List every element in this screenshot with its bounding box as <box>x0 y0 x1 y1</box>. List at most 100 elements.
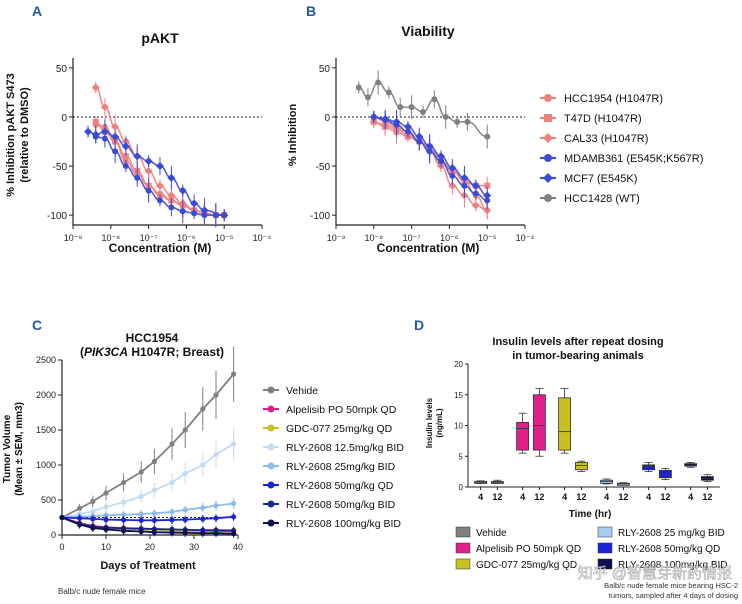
panel-c-legend: Vehide Alpelisib PO 50mpk QD GDC-077 25mg/… <box>263 385 404 530</box>
data-point <box>375 79 382 86</box>
data-point <box>167 173 176 182</box>
data-point <box>103 526 109 533</box>
y-tick-label: 15 <box>454 391 463 400</box>
panel-c-title-paren: ( <box>80 345 84 359</box>
data-point <box>169 517 175 523</box>
x-tick-label: 10⁻⁴ <box>253 233 272 243</box>
data-point <box>92 118 99 125</box>
data-point <box>169 441 175 447</box>
x-tick-label: 10 <box>101 542 111 552</box>
legend-label: HCC1954 (H1047R) <box>564 93 663 105</box>
data-point <box>231 531 237 537</box>
data-point <box>437 152 446 161</box>
y-tick-label: 0 <box>51 530 56 540</box>
x-tick-label: 12 <box>576 492 586 502</box>
x-tick-label: 12 <box>660 492 670 502</box>
x-tick-label: 0 <box>59 542 64 552</box>
panel-d-ylabel-2: (ng/mL) <box>435 408 444 438</box>
data-point <box>213 515 219 521</box>
data-point <box>144 157 153 166</box>
panel-c-plot: 0 500 1000 1500 2000 2500 0 10 20 30 40 <box>36 346 243 552</box>
data-point <box>103 490 109 496</box>
y-tick-label: 0 <box>61 113 67 124</box>
panel-b-plot: 50 0 -50 -100 10⁻⁹ 10⁻⁸ 10⁻⁷ 10⁻⁶ 10⁻⁵ 10⁻⁴ <box>310 58 534 243</box>
series-line <box>61 373 235 519</box>
data-point <box>151 517 157 523</box>
x-tick-label: 10⁻⁸ <box>102 233 121 243</box>
data-point <box>145 187 152 194</box>
data-point <box>121 528 127 534</box>
panel-d-title-2: in tumor-bearing animals <box>512 350 643 362</box>
legend-label: T47D (H1047R) <box>564 113 642 125</box>
data-point <box>472 190 479 197</box>
panel-c-ylabel-1: Tumor Volume <box>2 414 13 483</box>
data-point <box>415 132 424 141</box>
legend-marker <box>267 500 275 508</box>
legend-swatch <box>597 526 613 538</box>
x-tick-label: 10⁻⁶ <box>177 233 196 243</box>
data-point <box>134 174 141 181</box>
panel-d-footnote-1: Balb/c nude female mice bearing HSC-2 <box>604 581 738 590</box>
panel-b: Viability Concentration (M) % Inhibition… <box>287 23 703 255</box>
panel-c-footnote: Balb/c nude female mice <box>58 587 146 596</box>
y-tick-label: 50 <box>319 64 331 75</box>
data-point <box>182 470 188 476</box>
legend-marker <box>267 424 275 432</box>
box <box>558 397 571 451</box>
x-tick-label: 4 <box>520 492 525 502</box>
panel-letter-b: B <box>306 3 316 19</box>
legend-label: RLY-2608 25 mg/kg BID <box>618 528 725 539</box>
data-point <box>138 469 144 475</box>
data-point <box>213 392 219 398</box>
data-point <box>121 512 127 518</box>
y-tick-label: 10 <box>454 422 463 431</box>
panel-a-xlabel: Concentration (M) <box>109 241 212 255</box>
data-point <box>59 514 65 521</box>
data-point <box>408 104 415 111</box>
y-tick-label: 20 <box>454 360 463 369</box>
legend-marker <box>544 114 552 122</box>
legend-label: MCF7 (E545K) <box>564 173 637 185</box>
data-point <box>90 498 96 504</box>
legend-marker <box>267 462 275 470</box>
data-point <box>138 517 144 523</box>
data-point <box>100 127 109 136</box>
panel-d-legend: Vehide Alpelisib PO 50mpk QD GDC-077 25mg/… <box>455 526 728 571</box>
panel-b-legend: HCC1954 (H1047R) T47D (H1047R) CAL33 (H104… <box>540 93 703 205</box>
data-point <box>448 181 457 190</box>
y-tick-label: 0 <box>324 113 330 124</box>
data-point <box>471 201 480 210</box>
data-point <box>419 109 426 116</box>
data-point <box>200 516 206 522</box>
panel-b-ylabel: % Inhibition <box>287 104 299 167</box>
legend-marker <box>543 133 553 143</box>
y-tick-label: -50 <box>316 162 331 173</box>
panel-letter-d: D <box>414 317 424 333</box>
data-point <box>231 441 237 447</box>
data-point <box>220 211 229 220</box>
series-line <box>61 502 234 519</box>
data-point <box>231 371 237 377</box>
data-point <box>200 406 206 412</box>
data-point <box>213 530 219 536</box>
data-point <box>182 530 188 536</box>
data-point <box>448 164 457 173</box>
data-point <box>156 197 163 204</box>
data-point <box>483 191 492 200</box>
y-tick-label: 1000 <box>36 460 56 470</box>
panel-a-plot: 50 0 -50 -100 10⁻⁹ 10⁻⁸ 10⁻⁷ 10⁻⁶ 10⁻⁵ 10⁻⁴ <box>47 58 271 243</box>
data-point <box>90 508 96 514</box>
panel-d-title-1: Insulin levels after repeat dosing <box>492 336 663 348</box>
legend-label: RLY-2608 25mg/kg BID <box>286 461 396 473</box>
y-tick-label: -100 <box>310 211 330 222</box>
x-tick-label: 10⁻⁹ <box>64 233 83 243</box>
panel-d: Insulin levels after repeat dosing in tu… <box>425 336 738 600</box>
data-point <box>151 458 157 465</box>
panel-c-xlabel: Days of Treatment <box>100 560 196 572</box>
x-tick-label: 40 <box>233 542 243 552</box>
data-point <box>167 191 176 200</box>
box <box>642 464 655 471</box>
x-tick-label: 12 <box>618 492 628 502</box>
legend-label: RLY-2608 50mg/kg BID <box>286 499 396 511</box>
legend-label: RLY-2608 50mg/kg QD <box>618 544 720 555</box>
